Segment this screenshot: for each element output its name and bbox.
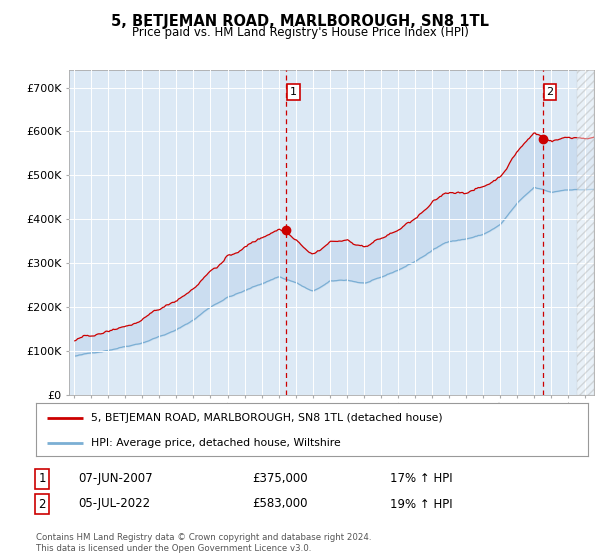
Text: Contains HM Land Registry data © Crown copyright and database right 2024.
This d: Contains HM Land Registry data © Crown c… xyxy=(36,533,371,553)
Text: HPI: Average price, detached house, Wiltshire: HPI: Average price, detached house, Wilt… xyxy=(91,438,341,448)
Text: 2: 2 xyxy=(38,497,46,511)
Text: 5, BETJEMAN ROAD, MARLBOROUGH, SN8 1TL: 5, BETJEMAN ROAD, MARLBOROUGH, SN8 1TL xyxy=(111,14,489,29)
Text: 05-JUL-2022: 05-JUL-2022 xyxy=(78,497,150,511)
Text: 2: 2 xyxy=(547,87,554,97)
Text: 5, BETJEMAN ROAD, MARLBOROUGH, SN8 1TL (detached house): 5, BETJEMAN ROAD, MARLBOROUGH, SN8 1TL (… xyxy=(91,413,443,423)
Text: 17% ↑ HPI: 17% ↑ HPI xyxy=(390,472,452,486)
Text: £375,000: £375,000 xyxy=(252,472,308,486)
Text: £583,000: £583,000 xyxy=(252,497,308,511)
Text: 1: 1 xyxy=(38,472,46,486)
Text: 07-JUN-2007: 07-JUN-2007 xyxy=(78,472,152,486)
Text: 19% ↑ HPI: 19% ↑ HPI xyxy=(390,497,452,511)
Text: 1: 1 xyxy=(290,87,297,97)
Text: Price paid vs. HM Land Registry's House Price Index (HPI): Price paid vs. HM Land Registry's House … xyxy=(131,26,469,39)
